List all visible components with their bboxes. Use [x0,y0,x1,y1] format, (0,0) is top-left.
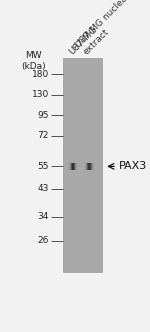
Bar [73,163,74,170]
Bar [71,163,72,170]
Bar [84,163,85,170]
Text: 43: 43 [38,184,49,193]
Text: 72: 72 [38,131,49,140]
Bar [72,163,73,170]
Bar [75,163,76,170]
Bar [85,163,86,170]
Bar [74,163,75,170]
Text: PAX3: PAX3 [119,161,147,171]
Bar [63,58,102,273]
Bar [69,163,70,170]
Bar [91,163,92,170]
Text: 34: 34 [38,212,49,221]
Bar [86,163,87,170]
Text: U87-MG nuclear
extract: U87-MG nuclear extract [74,0,140,56]
Text: 95: 95 [38,111,49,120]
Bar [93,163,94,170]
Text: MW
(kDa): MW (kDa) [22,51,46,71]
Bar [89,163,90,170]
Bar [88,163,89,170]
Text: U87-MG: U87-MG [67,25,99,56]
Text: 180: 180 [32,70,49,79]
Bar [76,163,77,170]
Bar [70,163,71,170]
Bar [77,163,78,170]
Bar [90,163,91,170]
Bar [83,163,84,170]
Text: 130: 130 [32,90,49,99]
Bar [92,163,93,170]
Text: 26: 26 [38,236,49,245]
Text: 55: 55 [38,162,49,171]
Bar [94,163,95,170]
Bar [87,163,88,170]
Bar [68,163,69,170]
